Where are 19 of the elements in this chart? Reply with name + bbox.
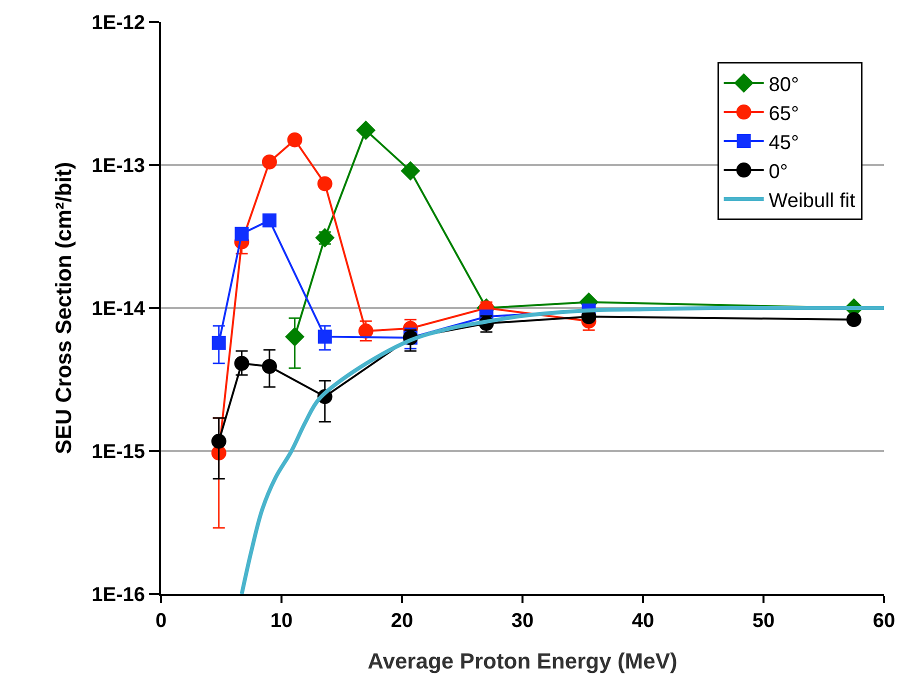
legend-label: 0° <box>768 160 788 183</box>
legend-label: 80° <box>768 74 800 96</box>
x-tick-label: 20 <box>390 610 414 632</box>
x-tick-label: 10 <box>270 610 293 632</box>
legend-label: 45° <box>768 132 800 154</box>
y-axis-title: SEU Cross Section (cm²/bit) <box>50 162 76 454</box>
x-tick-label: 30 <box>511 610 534 632</box>
y-tick-label: 1E-16 <box>92 584 145 606</box>
legend-label: Weibull fit <box>768 190 856 212</box>
y-tick-label: 1E-14 <box>92 298 146 320</box>
y-tick-label: 1E-12 <box>92 12 145 34</box>
y-tick-label: 1E-13 <box>92 155 145 177</box>
y-tick-label: 1E-15 <box>92 441 145 463</box>
x-tick-label: 60 <box>872 610 896 632</box>
legend-label: 65° <box>768 102 800 125</box>
x-axis-title: Average Proton Energy (MeV) <box>368 648 678 674</box>
x-tick-label: 0 <box>155 610 167 632</box>
x-tick-label: 40 <box>632 610 654 632</box>
x-tick-label: 50 <box>752 610 775 632</box>
